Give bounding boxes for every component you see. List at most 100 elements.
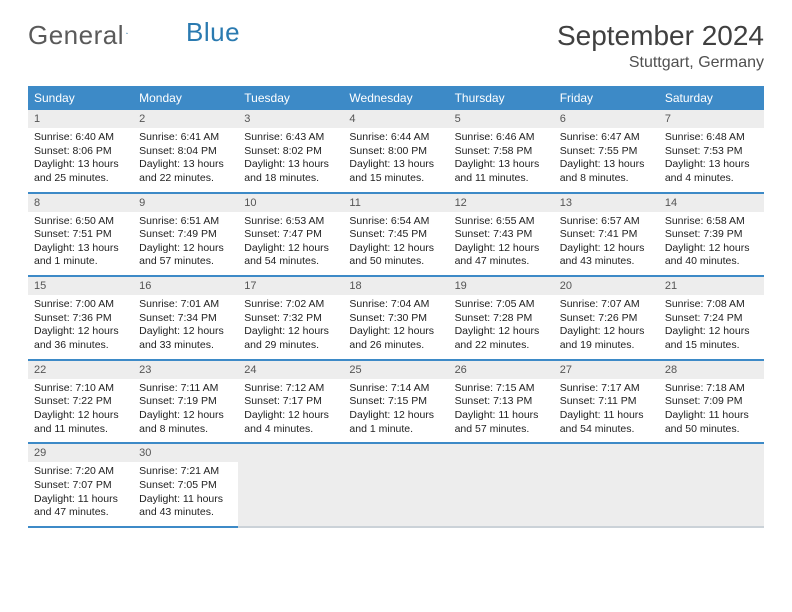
logo-sail-icon <box>126 25 128 41</box>
header: General Blue September 2024 Stuttgart, G… <box>28 20 764 72</box>
calendar-row: 29Sunrise: 7:20 AMSunset: 7:07 PMDayligh… <box>28 443 764 527</box>
sunrise-line: Sunrise: 6:57 AM <box>560 215 653 229</box>
day-body: Sunrise: 7:14 AMSunset: 7:15 PMDaylight:… <box>343 379 448 443</box>
day-cell: 27Sunrise: 7:17 AMSunset: 7:11 PMDayligh… <box>554 360 659 444</box>
sunrise-line: Sunrise: 6:46 AM <box>455 131 548 145</box>
sunrise-line: Sunrise: 7:18 AM <box>665 382 758 396</box>
sunrise-line: Sunrise: 7:04 AM <box>349 298 442 312</box>
day-body: Sunrise: 6:43 AMSunset: 8:02 PMDaylight:… <box>238 128 343 192</box>
sunset-line: Sunset: 7:11 PM <box>560 395 653 409</box>
day-number: 27 <box>554 361 659 379</box>
day-body: Sunrise: 7:07 AMSunset: 7:26 PMDaylight:… <box>554 295 659 359</box>
day-body: Sunrise: 6:58 AMSunset: 7:39 PMDaylight:… <box>659 212 764 276</box>
sunset-line: Sunset: 8:00 PM <box>349 145 442 159</box>
day-number: 6 <box>554 110 659 128</box>
day-number: 10 <box>238 194 343 212</box>
sunrise-line: Sunrise: 7:17 AM <box>560 382 653 396</box>
sunset-line: Sunset: 7:09 PM <box>665 395 758 409</box>
sunrise-line: Sunrise: 7:07 AM <box>560 298 653 312</box>
daylight-line: Daylight: 12 hours and 40 minutes. <box>665 242 758 269</box>
sunrise-line: Sunrise: 6:44 AM <box>349 131 442 145</box>
day-body: Sunrise: 7:02 AMSunset: 7:32 PMDaylight:… <box>238 295 343 359</box>
day-cell: 6Sunrise: 6:47 AMSunset: 7:55 PMDaylight… <box>554 110 659 193</box>
daylight-line: Daylight: 13 hours and 11 minutes. <box>455 158 548 185</box>
weekday-header: Thursday <box>449 86 554 110</box>
empty-cell <box>238 443 343 527</box>
sunrise-line: Sunrise: 7:11 AM <box>139 382 232 396</box>
day-cell: 14Sunrise: 6:58 AMSunset: 7:39 PMDayligh… <box>659 193 764 277</box>
day-number: 21 <box>659 277 764 295</box>
day-number: 19 <box>449 277 554 295</box>
day-cell: 24Sunrise: 7:12 AMSunset: 7:17 PMDayligh… <box>238 360 343 444</box>
sunrise-line: Sunrise: 7:05 AM <box>455 298 548 312</box>
sunset-line: Sunset: 7:34 PM <box>139 312 232 326</box>
weekday-header: Tuesday <box>238 86 343 110</box>
daylight-line: Daylight: 13 hours and 4 minutes. <box>665 158 758 185</box>
empty-cell <box>554 443 659 527</box>
day-body: Sunrise: 7:17 AMSunset: 7:11 PMDaylight:… <box>554 379 659 443</box>
weekday-header: Monday <box>133 86 238 110</box>
sunset-line: Sunset: 7:41 PM <box>560 228 653 242</box>
day-number: 30 <box>133 444 238 462</box>
sunset-line: Sunset: 7:36 PM <box>34 312 127 326</box>
daylight-line: Daylight: 12 hours and 33 minutes. <box>139 325 232 352</box>
day-number: 14 <box>659 194 764 212</box>
daylight-line: Daylight: 12 hours and 43 minutes. <box>560 242 653 269</box>
day-body: Sunrise: 7:12 AMSunset: 7:17 PMDaylight:… <box>238 379 343 443</box>
day-number: 25 <box>343 361 448 379</box>
sunset-line: Sunset: 7:45 PM <box>349 228 442 242</box>
daylight-line: Daylight: 12 hours and 54 minutes. <box>244 242 337 269</box>
sunset-line: Sunset: 8:02 PM <box>244 145 337 159</box>
day-number: 16 <box>133 277 238 295</box>
day-number: 23 <box>133 361 238 379</box>
day-body: Sunrise: 7:15 AMSunset: 7:13 PMDaylight:… <box>449 379 554 443</box>
daylight-line: Daylight: 11 hours and 43 minutes. <box>139 493 232 520</box>
day-body: Sunrise: 6:55 AMSunset: 7:43 PMDaylight:… <box>449 212 554 276</box>
day-body: Sunrise: 6:50 AMSunset: 7:51 PMDaylight:… <box>28 212 133 276</box>
sunrise-line: Sunrise: 6:50 AM <box>34 215 127 229</box>
daylight-line: Daylight: 12 hours and 19 minutes. <box>560 325 653 352</box>
day-body: Sunrise: 7:04 AMSunset: 7:30 PMDaylight:… <box>343 295 448 359</box>
weekday-header: Sunday <box>28 86 133 110</box>
day-cell: 22Sunrise: 7:10 AMSunset: 7:22 PMDayligh… <box>28 360 133 444</box>
day-number: 4 <box>343 110 448 128</box>
day-cell: 10 Sunrise: 6:53 AMSunset: 7:47 PMDayligh… <box>238 193 343 277</box>
day-body: Sunrise: 7:11 AMSunset: 7:19 PMDaylight:… <box>133 379 238 443</box>
sunrise-line: Sunrise: 6:53 AM <box>244 215 337 229</box>
day-body: Sunrise: 6:47 AMSunset: 7:55 PMDaylight:… <box>554 128 659 192</box>
sunrise-line: Sunrise: 6:58 AM <box>665 215 758 229</box>
sunrise-line: Sunrise: 6:47 AM <box>560 131 653 145</box>
sunset-line: Sunset: 8:06 PM <box>34 145 127 159</box>
sunset-line: Sunset: 7:17 PM <box>244 395 337 409</box>
day-number: 17 <box>238 277 343 295</box>
day-body: Sunrise: 7:21 AMSunset: 7:05 PMDaylight:… <box>133 462 238 526</box>
sunset-line: Sunset: 7:28 PM <box>455 312 548 326</box>
day-cell: 28Sunrise: 7:18 AMSunset: 7:09 PMDayligh… <box>659 360 764 444</box>
day-body: Sunrise: 6:54 AMSunset: 7:45 PMDaylight:… <box>343 212 448 276</box>
sunrise-line: Sunrise: 7:00 AM <box>34 298 127 312</box>
day-body: Sunrise: 7:01 AMSunset: 7:34 PMDaylight:… <box>133 295 238 359</box>
daylight-line: Daylight: 12 hours and 11 minutes. <box>34 409 127 436</box>
empty-cell <box>659 443 764 527</box>
day-number: 26 <box>449 361 554 379</box>
empty-cell <box>343 443 448 527</box>
daylight-line: Daylight: 13 hours and 8 minutes. <box>560 158 653 185</box>
sunrise-line: Sunrise: 6:48 AM <box>665 131 758 145</box>
day-number: 5 <box>449 110 554 128</box>
day-body: Sunrise: 6:41 AMSunset: 8:04 PMDaylight:… <box>133 128 238 192</box>
day-cell: 5Sunrise: 6:46 AMSunset: 7:58 PMDaylight… <box>449 110 554 193</box>
daylight-line: Daylight: 12 hours and 8 minutes. <box>139 409 232 436</box>
day-cell: 20Sunrise: 7:07 AMSunset: 7:26 PMDayligh… <box>554 276 659 360</box>
day-cell: 17Sunrise: 7:02 AMSunset: 7:32 PMDayligh… <box>238 276 343 360</box>
calendar-row: 15Sunrise: 7:00 AMSunset: 7:36 PMDayligh… <box>28 276 764 360</box>
day-number: 2 <box>133 110 238 128</box>
sunset-line: Sunset: 7:19 PM <box>139 395 232 409</box>
day-body: Sunrise: 7:18 AMSunset: 7:09 PMDaylight:… <box>659 379 764 443</box>
day-cell: 8Sunrise: 6:50 AMSunset: 7:51 PMDaylight… <box>28 193 133 277</box>
day-cell: 21Sunrise: 7:08 AMSunset: 7:24 PMDayligh… <box>659 276 764 360</box>
daylight-line: Daylight: 13 hours and 15 minutes. <box>349 158 442 185</box>
sunrise-line: Sunrise: 7:08 AM <box>665 298 758 312</box>
sunset-line: Sunset: 7:47 PM <box>244 228 337 242</box>
sunrise-line: Sunrise: 7:12 AM <box>244 382 337 396</box>
sunset-line: Sunset: 7:13 PM <box>455 395 548 409</box>
